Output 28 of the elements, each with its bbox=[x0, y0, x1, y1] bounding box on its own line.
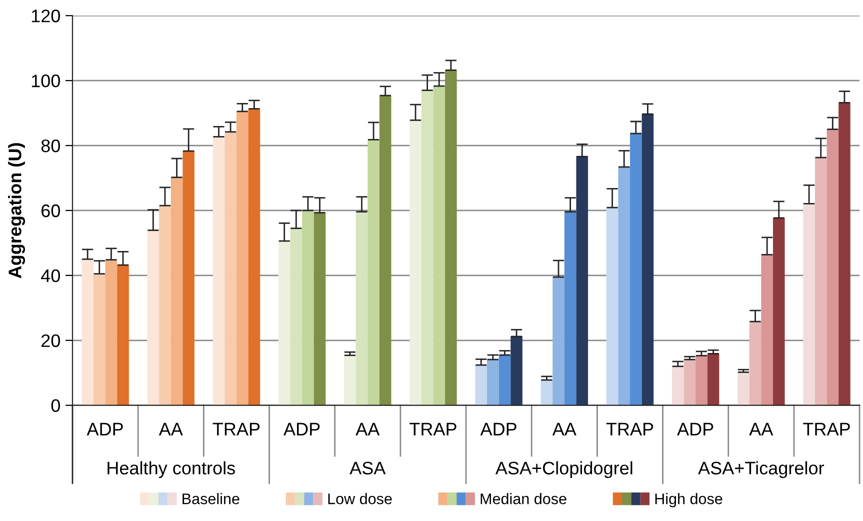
y-tick-label: 20 bbox=[42, 334, 60, 348]
y-tick-label: 120 bbox=[32, 10, 60, 22]
x-tick-label: TRAP bbox=[410, 422, 456, 436]
x-tick-label: ADP bbox=[86, 422, 123, 436]
y-axis-title: Aggregation (U) bbox=[8, 143, 26, 278]
x-tick-label: AA bbox=[356, 422, 380, 436]
x-tick-label: AA bbox=[749, 422, 774, 436]
text: ASA bbox=[350, 462, 386, 474]
x-tick-label: AA bbox=[158, 422, 183, 436]
x-tick-label: ADP bbox=[284, 422, 320, 436]
x-tick-label: ADP bbox=[480, 422, 516, 436]
x-tick-label: TRAP bbox=[606, 422, 654, 436]
legend-label: Baseline bbox=[182, 493, 240, 504]
y-tick-label: 100 bbox=[32, 74, 60, 88]
x-tick-label: TRAP bbox=[803, 422, 850, 436]
x-tick-label: AA bbox=[552, 422, 576, 436]
y-tick-label: 60 bbox=[42, 204, 60, 218]
text: Healthy controls bbox=[108, 461, 235, 478]
x-tick-label: ADP bbox=[677, 422, 714, 436]
y-tick-label: 40 bbox=[41, 269, 60, 282]
legend-label: Median dose bbox=[480, 493, 566, 504]
y-tick-label: 0 bbox=[51, 399, 60, 412]
text: ASA+Clopidogrel bbox=[495, 461, 632, 478]
x-tick-label: TRAP bbox=[212, 422, 260, 436]
legend-label: High dose bbox=[655, 493, 722, 508]
y-tick-label: 80 bbox=[41, 139, 60, 152]
legend-label: Low dose bbox=[328, 493, 392, 504]
text: ASA+Ticagrelor bbox=[698, 461, 824, 478]
